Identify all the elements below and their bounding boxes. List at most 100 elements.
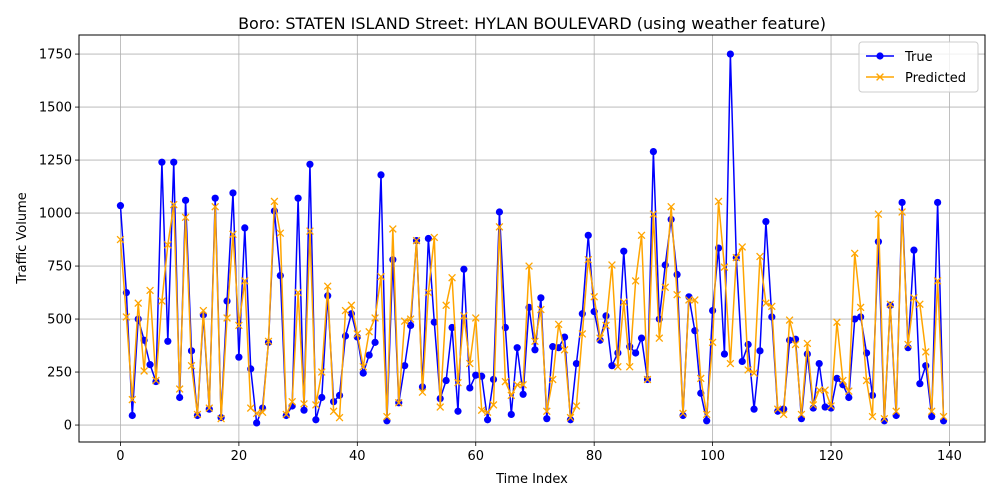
- predicted-point: [436, 403, 445, 411]
- true-point: [205, 405, 213, 413]
- predicted-point: [353, 330, 362, 338]
- true-point: [874, 238, 883, 246]
- true-point: [472, 371, 480, 379]
- y-tick-label: 1000: [39, 207, 72, 222]
- true-point: [898, 198, 906, 207]
- predicted-point: [495, 222, 504, 231]
- true-point: [703, 417, 711, 425]
- true-point: [815, 359, 823, 368]
- predicted-point: [839, 376, 847, 385]
- predicted-point: [892, 407, 901, 416]
- true-point: [922, 362, 930, 370]
- true-point: [726, 50, 734, 58]
- true-point: [146, 361, 154, 369]
- true-point: [833, 374, 841, 383]
- legend: True Predicted: [858, 41, 979, 93]
- predicted-point: [756, 252, 764, 261]
- predicted-point: [442, 301, 450, 310]
- ticks: 0 20 40 60 80 100 120 140 0 250 500 750 1000 1250 1500…: [39, 48, 962, 464]
- true-point: [821, 403, 829, 411]
- true-point: [152, 377, 160, 386]
- predicted-point: [560, 345, 569, 354]
- predicted-point: [448, 273, 456, 282]
- predicted-point: [696, 374, 705, 383]
- true-point: [128, 411, 136, 420]
- predicted-point: [317, 368, 326, 376]
- true-point: [229, 189, 237, 197]
- predicted-point: [276, 229, 285, 238]
- predicted-point: [910, 293, 918, 302]
- true-point: [762, 217, 770, 226]
- true-point: [720, 350, 729, 358]
- predicted-point: [507, 391, 516, 400]
- predicted-point: [868, 412, 877, 421]
- predicted-point: [454, 378, 462, 387]
- y-tick-label: 1750: [39, 48, 72, 63]
- predicted-point: [685, 296, 693, 304]
- predicted-point: [850, 249, 859, 258]
- true-point: [466, 384, 474, 392]
- true-point: [235, 353, 243, 361]
- predicted-point: [400, 317, 409, 326]
- true-point: [916, 380, 924, 388]
- predicted-point: [418, 388, 427, 397]
- predicted-point: [827, 402, 835, 410]
- predicted-point: [406, 315, 415, 323]
- predicted-point: [833, 318, 841, 327]
- predicted-point: [282, 410, 291, 419]
- predicted-point: [856, 303, 865, 312]
- predicted-point: [306, 227, 314, 235]
- predicted-point: [548, 375, 557, 384]
- predicted-point: [388, 225, 397, 233]
- legend-true-marker: [876, 52, 884, 60]
- legend-predicted-marker: [876, 73, 884, 81]
- true-point: [483, 416, 492, 424]
- true-point: [519, 390, 527, 398]
- predicted-point: [815, 386, 824, 394]
- x-tick-label: 100: [700, 449, 725, 464]
- true-point: [507, 410, 515, 419]
- predicted-point: [874, 210, 883, 218]
- true-point: [537, 294, 545, 302]
- predicted-point: [294, 288, 302, 297]
- true-point: [241, 224, 249, 232]
- true-point: [365, 351, 373, 359]
- x-axis-title: Time Index: [495, 472, 568, 487]
- true-point: [845, 393, 853, 402]
- true-point: [620, 247, 628, 255]
- predicted-point: [335, 413, 344, 422]
- predicted-point: [797, 410, 806, 419]
- true-point: [359, 369, 367, 377]
- predicted-point: [537, 305, 545, 314]
- true-point: [460, 265, 468, 273]
- predicted-point: [270, 197, 279, 206]
- predicted-point: [229, 230, 237, 239]
- y-tick-label: 1500: [39, 101, 72, 116]
- true-point: [424, 234, 432, 243]
- true-point: [223, 297, 231, 305]
- predicted-series: [116, 197, 948, 423]
- predicted-point: [880, 414, 889, 423]
- predicted-point: [726, 359, 735, 368]
- predicted-point: [572, 402, 581, 410]
- true-point: [632, 349, 640, 357]
- true-point: [513, 344, 521, 352]
- predicted-point: [844, 387, 853, 395]
- predicted-point: [513, 380, 522, 389]
- x-tick-label: 40: [349, 449, 366, 464]
- true-point: [928, 412, 936, 421]
- predicted-point: [531, 337, 539, 346]
- predicted-point: [252, 409, 261, 418]
- predicted-point: [140, 367, 148, 375]
- predicted-point: [211, 202, 220, 211]
- predicted-point: [767, 302, 776, 311]
- predicted-point: [554, 320, 563, 329]
- true-point: [549, 343, 557, 351]
- predicted-point: [661, 283, 670, 292]
- true-point: [294, 194, 302, 202]
- predicted-point: [667, 202, 676, 211]
- predicted-point: [862, 376, 871, 385]
- predicted-point: [359, 362, 368, 371]
